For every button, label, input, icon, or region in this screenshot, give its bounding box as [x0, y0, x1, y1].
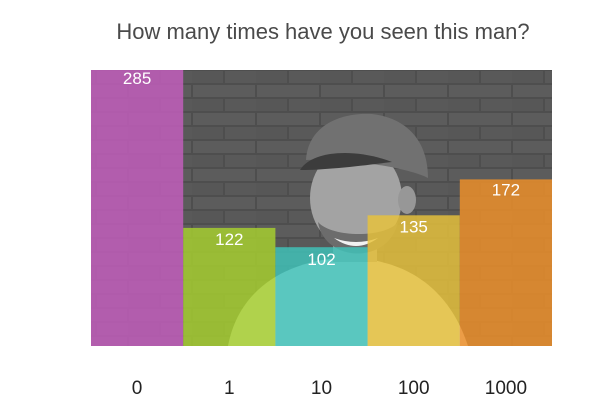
x-tick-label-1000: 1000 — [485, 378, 527, 399]
bar-value-label-100: 135 — [400, 217, 428, 236]
bar-1000 — [459, 179, 552, 346]
x-tick-label-10: 10 — [311, 378, 332, 399]
bar-1 — [183, 227, 276, 346]
bar-value-label-0: 285 — [123, 69, 151, 88]
bar-10 — [275, 247, 368, 346]
x-tick-label-100: 100 — [398, 378, 430, 399]
bar-value-label-1000: 172 — [492, 180, 520, 199]
bar-0 — [91, 70, 184, 346]
bar-value-label-10: 102 — [307, 250, 335, 269]
x-tick-label-0: 0 — [132, 378, 143, 399]
x-axis-ticks: 0 1 10 100 1000 — [132, 378, 527, 399]
bar-100 — [367, 215, 460, 346]
bar-value-label-1: 122 — [215, 230, 243, 249]
x-tick-label-1: 1 — [224, 378, 235, 399]
chart-title: How many times have you seen this man? — [116, 19, 530, 44]
bars: 285 122 102 135 172 — [91, 69, 552, 346]
